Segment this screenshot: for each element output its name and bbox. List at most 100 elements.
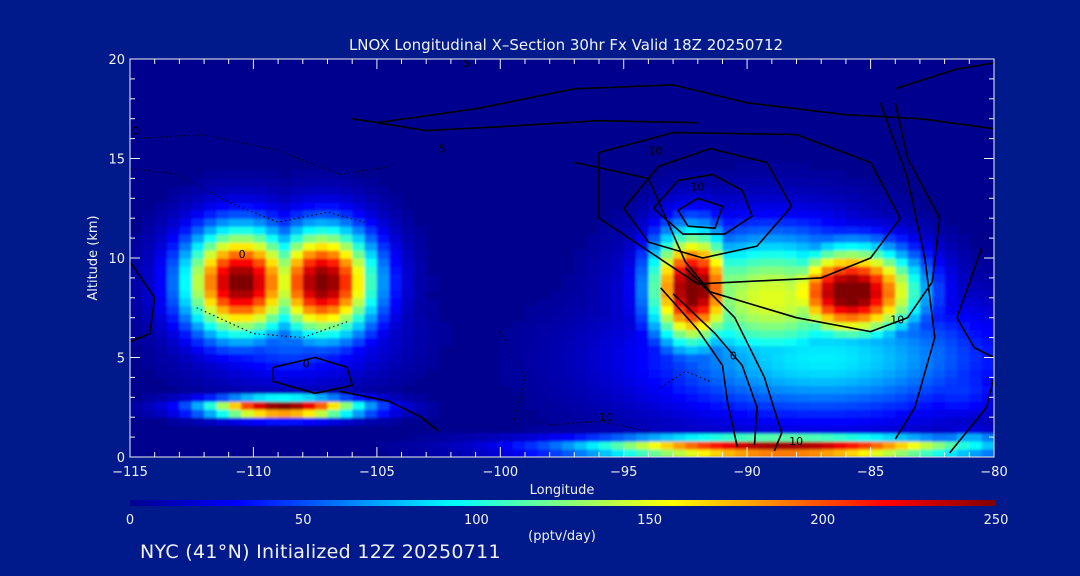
heat-cell-1417	[771, 250, 785, 259]
heat-cell-114	[179, 250, 193, 259]
heat-cell-1927	[956, 265, 970, 275]
heat-cell-1624	[845, 345, 859, 355]
heat-cell-421	[302, 321, 316, 331]
heat-cell-506	[339, 409, 353, 418]
heat-cell-611	[376, 329, 390, 339]
heat-cell-1718	[882, 425, 896, 434]
heat-cell-1057	[648, 234, 662, 243]
heat-cell-1844	[919, 210, 933, 219]
heat-cell-1053	[648, 265, 662, 275]
heat-cell-880	[586, 409, 600, 418]
heat-cell-750	[500, 377, 514, 386]
contour-label-2: 0	[303, 357, 310, 370]
heat-cell-1297	[734, 321, 748, 331]
heat-cell-316	[265, 401, 279, 410]
heat-cell-1479	[796, 345, 810, 355]
heat-cell-1239	[710, 210, 724, 219]
heat-cell-1195	[697, 273, 711, 283]
heat-cell-1708	[870, 234, 884, 243]
heat-cell-1214	[710, 409, 724, 418]
heat-cell-888	[586, 345, 600, 355]
heat-cell-1397	[771, 409, 785, 418]
heat-cell-960	[611, 234, 625, 243]
heat-cell-1850	[932, 409, 946, 418]
heat-cell-302	[253, 258, 267, 267]
heat-cell-450	[315, 345, 329, 355]
heat-cell-462	[315, 250, 329, 259]
heat-cell-1148	[685, 361, 699, 371]
heat-cell-1379	[759, 258, 773, 267]
heat-cell-1947	[969, 329, 983, 339]
heat-cell-1049	[648, 297, 662, 307]
heat-cell-1087	[660, 273, 674, 283]
heat-cell-1673	[858, 234, 872, 243]
heat-cell-1348	[747, 210, 761, 219]
heat-cell-1054	[648, 258, 662, 267]
heat-cell-1473	[796, 393, 810, 402]
heat-cell-30	[142, 273, 156, 283]
heat-cell-1845	[932, 449, 946, 457]
heat-cell-810	[549, 409, 563, 418]
heat-cell-229	[228, 329, 242, 339]
heat-cell-1247	[722, 433, 736, 442]
heat-cell-63	[154, 202, 168, 211]
heat-cell-1681	[870, 449, 884, 457]
heat-cell-1823	[919, 377, 933, 386]
heat-cell-1571	[821, 194, 835, 203]
heat-cell-587	[364, 265, 378, 275]
heat-cell-291	[253, 345, 267, 355]
heat-cell-1712	[870, 202, 884, 211]
heat-cell-189	[216, 393, 230, 402]
heat-cell-1454	[784, 250, 798, 259]
heat-cell-720	[426, 345, 440, 355]
heat-cell-1209	[710, 449, 724, 457]
heat-cell-1822	[919, 385, 933, 394]
heat-cell-1967	[981, 377, 994, 386]
heat-cell-234	[228, 289, 242, 299]
heat-cell-1073	[660, 385, 674, 394]
heat-cell-457	[315, 289, 329, 299]
heat-cell-228	[228, 337, 242, 347]
heat-cell-589	[364, 250, 378, 259]
heat-cell-1654	[858, 385, 872, 394]
heat-cell-426	[302, 281, 316, 291]
heat-cell-168	[204, 305, 217, 315]
heat-cell-460	[315, 265, 329, 275]
heat-cell-1419	[771, 234, 785, 243]
heat-cell-1887	[944, 353, 958, 363]
heat-cell-1044	[648, 337, 662, 347]
heat-cell-1534	[808, 202, 822, 211]
heat-cell-1896	[944, 281, 958, 291]
heat-cell-551	[352, 305, 366, 315]
heat-cell-989	[623, 250, 637, 259]
heat-cell-696	[413, 353, 427, 363]
heat-cell-309	[253, 202, 267, 211]
heat-cell-314	[265, 417, 279, 426]
y-tick-label-1: 5	[117, 352, 125, 367]
heat-cell-1677	[858, 202, 872, 211]
heat-cell-871	[574, 273, 588, 283]
heat-cell-567	[352, 178, 366, 187]
heat-cell-1905	[956, 441, 970, 450]
heat-cell-1459	[784, 210, 798, 219]
heat-cell-411	[302, 401, 316, 410]
heat-cell-428	[302, 265, 316, 275]
heat-cell-646	[389, 305, 403, 315]
heat-cell-1484	[796, 305, 810, 315]
heat-cell-271	[241, 250, 255, 259]
heat-cell-1438	[784, 377, 798, 386]
heat-cell-747	[500, 449, 514, 457]
heat-cell-1665	[858, 297, 872, 307]
heat-cell-167	[204, 313, 217, 323]
heat-cell-1106	[673, 409, 687, 418]
heat-cell-588	[364, 258, 378, 267]
heat-cell-122	[179, 186, 193, 195]
heat-cell-1048	[648, 305, 662, 315]
heat-cell-65	[167, 409, 180, 418]
heat-cell-1400	[771, 385, 785, 394]
heat-cell-511	[339, 369, 353, 378]
contour-line-0	[376, 84, 994, 130]
heat-cell-400	[290, 234, 304, 243]
heat-cell-1490	[796, 258, 810, 267]
